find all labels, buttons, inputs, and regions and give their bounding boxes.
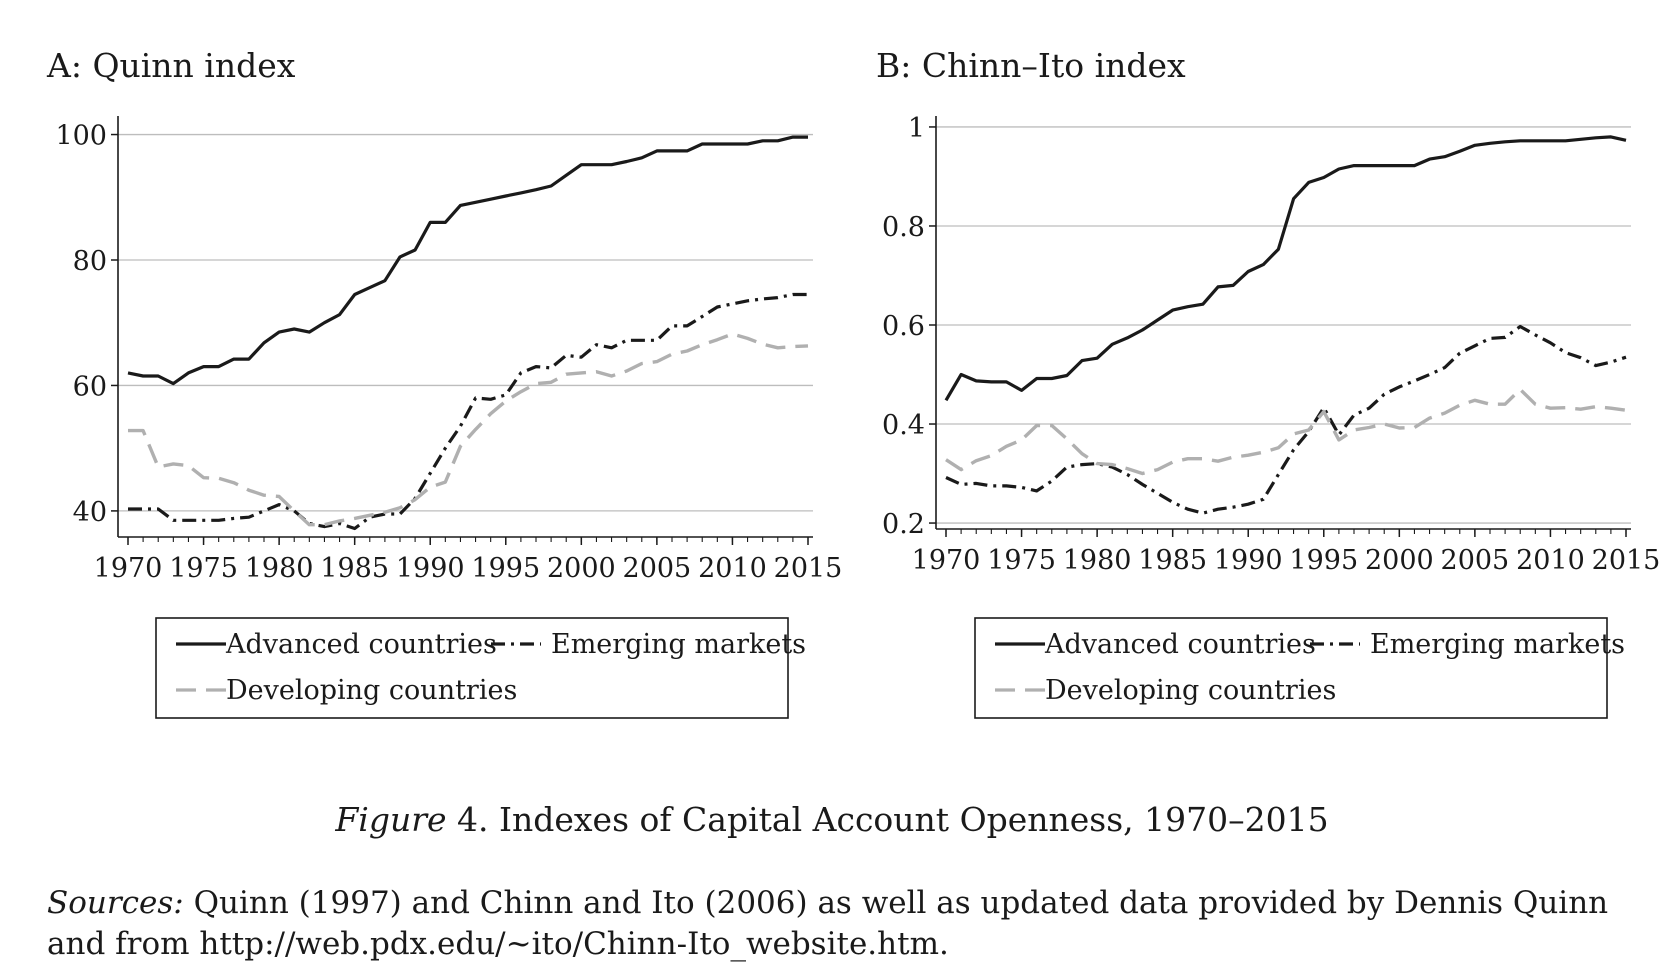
- x-tick-label: 1990: [396, 553, 465, 584]
- series-line-developing-countries: [128, 332, 809, 527]
- y-tick-label: 0.2: [882, 509, 925, 540]
- legend-label: Emerging markets: [551, 629, 806, 660]
- x-tick-label: 1980: [1063, 545, 1132, 576]
- x-tick-label: 1990: [1214, 545, 1283, 576]
- sources-text: Quinn (1997) and Chinn and Ito (2006) as…: [47, 885, 1609, 962]
- x-tick-label: 1985: [320, 553, 389, 584]
- legend-label: Developing countries: [1045, 675, 1336, 706]
- x-tick-label: 1975: [987, 545, 1056, 576]
- figure-caption: Figure 4. Indexes of Capital Account Ope…: [0, 800, 1664, 839]
- x-tick-label: 2015: [774, 553, 843, 584]
- x-tick-label: 1980: [245, 553, 314, 584]
- chart-title: B: Chinn–Ito index: [876, 46, 1186, 85]
- legend-box: [155, 617, 789, 719]
- legend: Advanced countries Emerging markets Develo…: [155, 617, 806, 719]
- series-line-developing-countries: [945, 387, 1627, 476]
- legend-label: Emerging markets: [1370, 629, 1625, 660]
- x-tick-label: 1985: [1138, 545, 1207, 576]
- x-tick-label: 2005: [1441, 545, 1510, 576]
- y-tick-label: 40: [73, 497, 107, 528]
- x-tick-label: 2000: [547, 553, 616, 584]
- x-tick-label: 2010: [698, 553, 767, 584]
- y-tick-label: 80: [73, 246, 107, 277]
- x-tick-label: 2005: [623, 553, 692, 584]
- legend-label: Developing countries: [226, 675, 517, 706]
- y-tick-label: 0.6: [882, 311, 925, 342]
- x-tick-label: 1995: [1289, 545, 1358, 576]
- legend-label: Advanced countries: [1044, 629, 1316, 660]
- x-tick-label: 2010: [1516, 545, 1585, 576]
- x-tick-label: 1975: [169, 553, 238, 584]
- x-tick-label: 1970: [912, 545, 981, 576]
- y-tick-label: 0.8: [882, 212, 925, 243]
- sources-label: Sources:: [47, 885, 184, 921]
- y-tick-label: 0.4: [882, 410, 925, 441]
- y-tick-label: 1: [908, 113, 925, 144]
- legend-label: Advanced countries: [225, 629, 497, 660]
- chart-title: A: Quinn index: [46, 46, 296, 85]
- series-line-emerging-markets: [945, 324, 1627, 515]
- caption-label: Figure: [335, 800, 447, 839]
- legend-box: [974, 617, 1608, 719]
- series-line-advanced-countries: [944, 135, 1627, 402]
- sources-note: Sources: Quinn (1997) and Chinn and Ito …: [47, 883, 1657, 965]
- x-tick-label: 2015: [1592, 545, 1661, 576]
- caption-text: 4. Indexes of Capital Account Openness, …: [446, 800, 1329, 839]
- y-tick-label: 100: [55, 121, 107, 152]
- series-line-advanced-countries: [127, 135, 808, 386]
- y-tick-label: 60: [73, 371, 107, 402]
- x-tick-label: 1970: [94, 553, 163, 584]
- series-line-emerging-markets: [128, 292, 808, 531]
- x-tick-label: 2000: [1365, 545, 1434, 576]
- x-tick-label: 1995: [471, 553, 540, 584]
- legend: Advanced countries Emerging markets Develo…: [974, 617, 1625, 719]
